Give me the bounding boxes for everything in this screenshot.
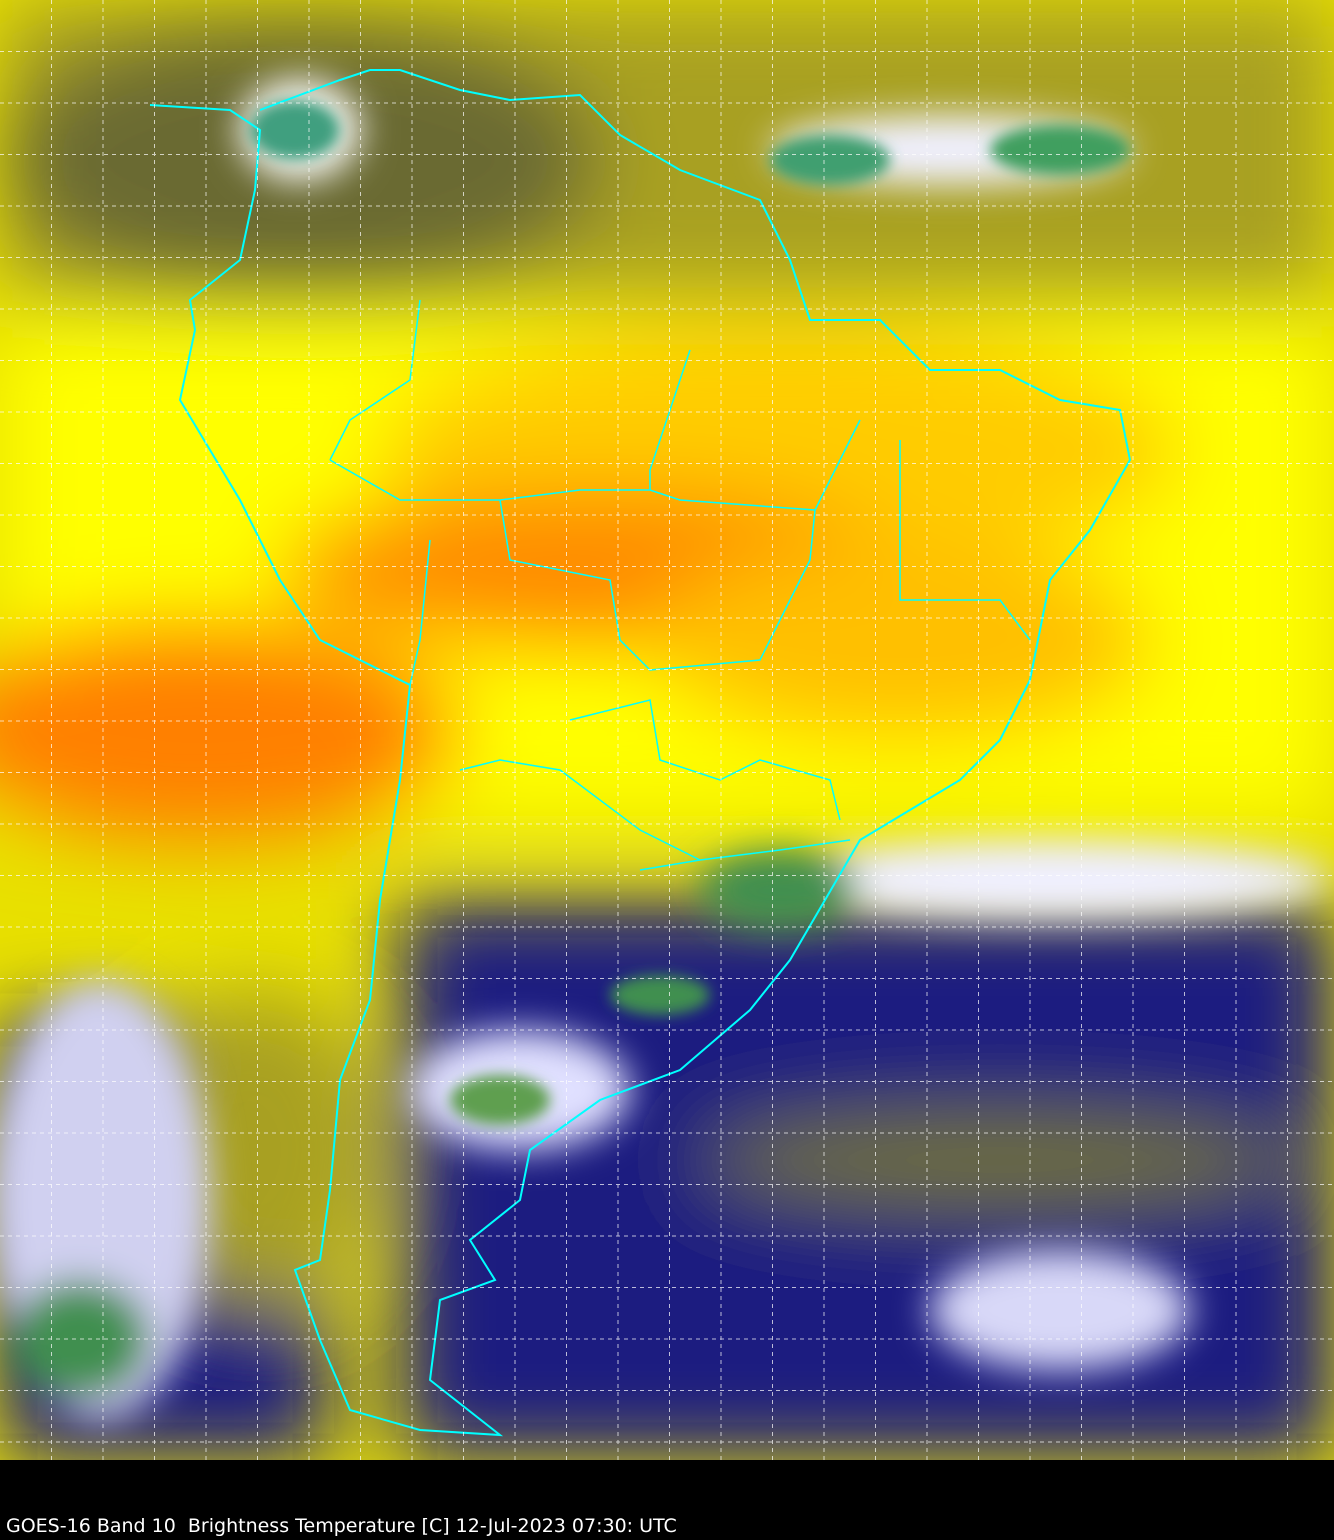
coastline-south-america [149,69,1132,1437]
cloud-tops [250,100,1130,1125]
satellite-map [0,0,1334,1460]
image-caption: GOES-16 Band 10 Brightness Temperature [… [6,1515,677,1537]
lat-lon-grid [0,0,1334,1460]
